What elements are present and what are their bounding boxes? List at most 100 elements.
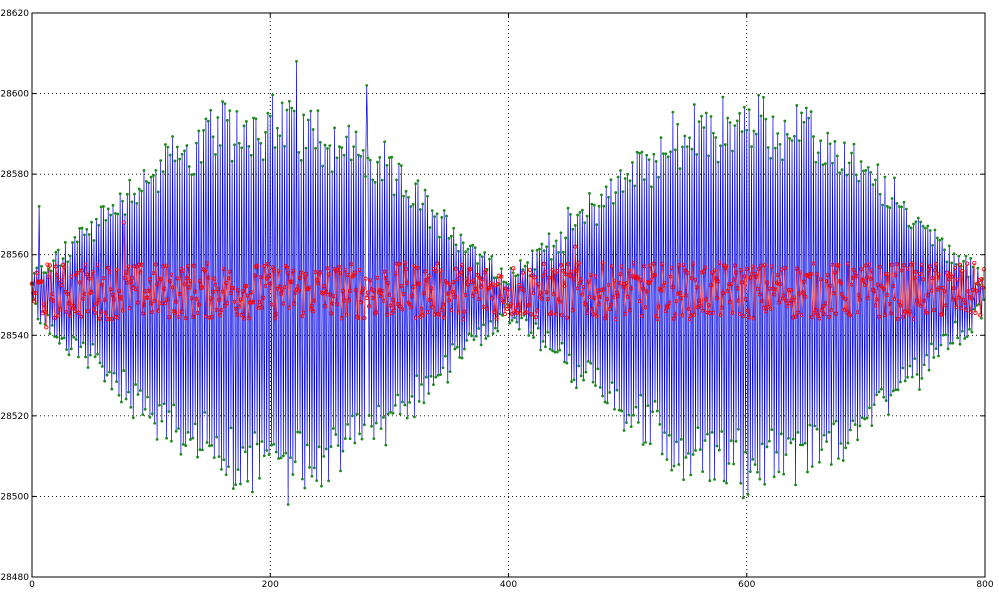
raw-point	[217, 455, 221, 458]
raw-point	[802, 120, 806, 124]
filtered-point	[153, 262, 159, 267]
filtered-point	[700, 308, 705, 313]
raw-point	[694, 449, 697, 452]
filtered-point	[252, 273, 257, 278]
filtered-point	[640, 286, 646, 291]
filtered-point	[210, 289, 216, 294]
filtered-point	[642, 263, 647, 269]
filtered-point	[731, 277, 736, 282]
raw-point	[785, 132, 789, 136]
raw-point	[284, 451, 288, 455]
raw-point	[489, 319, 493, 323]
filtered-point	[338, 271, 343, 276]
filtered-point	[949, 274, 954, 279]
raw-point	[787, 436, 790, 440]
raw-point	[676, 122, 680, 126]
raw-point	[180, 152, 184, 156]
filtered-point	[964, 261, 970, 266]
raw-point	[330, 170, 334, 174]
filtered-point	[92, 310, 98, 316]
filtered-point	[339, 316, 344, 321]
filtered-point	[46, 275, 51, 280]
raw-point	[696, 426, 700, 430]
raw-point	[644, 440, 647, 444]
raw-point	[822, 433, 826, 437]
filtered-point	[550, 267, 555, 273]
filtered-point	[32, 299, 37, 304]
filtered-point	[176, 314, 181, 319]
raw-point	[813, 424, 817, 428]
filtered-point	[352, 270, 357, 275]
raw-point	[68, 254, 72, 258]
raw-point	[607, 195, 610, 199]
raw-point	[272, 442, 276, 446]
raw-point	[513, 316, 516, 320]
filtered-point	[502, 311, 508, 317]
filtered-point	[299, 270, 304, 275]
filtered-point	[225, 300, 230, 306]
raw-point	[906, 375, 909, 379]
filtered-point	[72, 308, 78, 313]
filtered-point	[663, 308, 668, 314]
filtered-point	[542, 261, 547, 266]
raw-point	[58, 341, 61, 345]
raw-point	[473, 246, 477, 250]
filtered-point	[792, 295, 797, 300]
filtered-point	[134, 264, 139, 269]
raw-point	[672, 464, 676, 468]
filtered-point	[683, 293, 689, 298]
filtered-point	[113, 314, 118, 320]
filtered-point	[103, 311, 109, 316]
filtered-point	[219, 308, 224, 313]
raw-point	[758, 477, 762, 481]
raw-point	[620, 409, 624, 413]
filtered-point	[676, 263, 681, 268]
raw-point	[346, 422, 350, 426]
raw-point	[204, 117, 208, 121]
filtered-point	[888, 311, 894, 316]
raw-point	[225, 118, 229, 122]
filtered-point	[244, 283, 249, 289]
filtered-series	[29, 220, 986, 330]
filtered-point	[110, 292, 116, 297]
filtered-point	[596, 302, 602, 307]
filtered-point	[907, 309, 913, 314]
filtered-point	[237, 304, 242, 309]
raw-point	[665, 458, 669, 461]
raw-point	[838, 171, 842, 175]
raw-point	[748, 470, 752, 473]
raw-point	[865, 416, 869, 420]
filtered-point	[667, 300, 672, 305]
filtered-point	[387, 292, 392, 297]
raw-point	[133, 192, 136, 196]
raw-point	[608, 391, 612, 394]
filtered-point	[145, 295, 150, 300]
raw-point	[193, 422, 197, 426]
filtered-point	[447, 282, 453, 287]
filtered-point	[820, 304, 826, 309]
raw-point	[77, 355, 80, 359]
filtered-point	[104, 316, 110, 322]
filtered-point	[138, 270, 143, 275]
raw-point	[443, 354, 447, 358]
raw-point	[969, 256, 973, 260]
raw-point	[913, 357, 917, 360]
filtered-point	[561, 268, 566, 273]
raw-point	[926, 224, 930, 228]
filtered-point	[44, 325, 49, 330]
filtered-point	[539, 296, 545, 301]
raw-point	[109, 213, 113, 217]
raw-point	[744, 450, 747, 454]
raw-point	[447, 237, 451, 240]
filtered-point	[52, 315, 57, 321]
raw-point	[224, 473, 228, 477]
filtered-point	[344, 312, 349, 317]
raw-point	[278, 134, 282, 138]
raw-point	[938, 238, 942, 242]
filtered-point	[627, 308, 633, 313]
filtered-point	[97, 316, 103, 321]
filtered-point	[449, 307, 454, 313]
filtered-point	[395, 301, 400, 307]
raw-point	[220, 467, 223, 471]
filtered-point	[844, 309, 849, 315]
